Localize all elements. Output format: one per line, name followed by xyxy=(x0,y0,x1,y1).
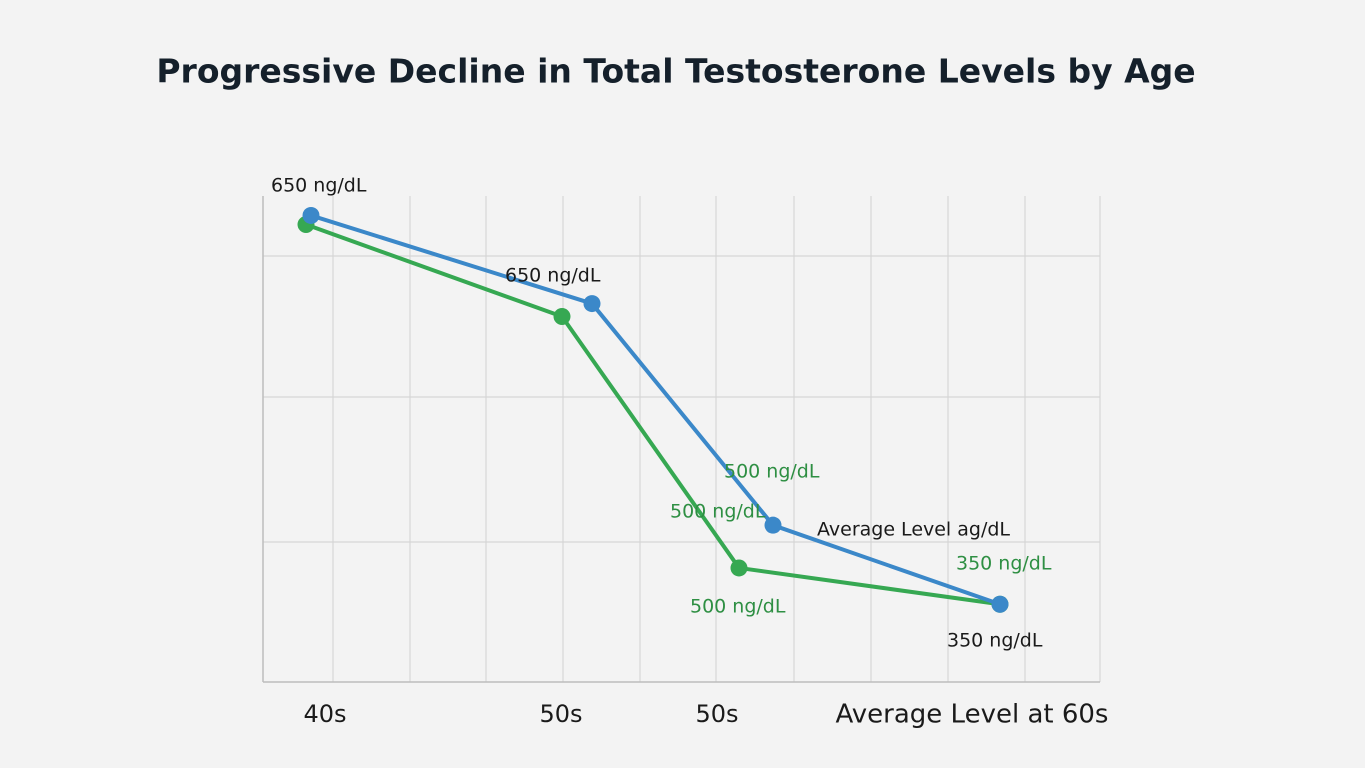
data-point xyxy=(991,595,1009,613)
x-tick-label: 50s xyxy=(695,700,738,728)
chart-title: Progressive Decline in Total Testosteron… xyxy=(156,52,1195,91)
data-point xyxy=(302,206,320,224)
annotation: 350 ng/dL xyxy=(956,553,1052,575)
annotation: Average Level ag/dL xyxy=(817,519,1010,541)
annotation: 500 ng/dL xyxy=(670,501,766,523)
x-tick-label: 40s xyxy=(303,700,346,728)
series-line xyxy=(305,222,1001,607)
data-point xyxy=(553,308,571,326)
series-line xyxy=(310,213,1001,607)
data-point xyxy=(583,295,601,313)
data-point xyxy=(764,516,782,534)
x-tick-label: Average Level at 60s xyxy=(836,700,1109,730)
annotation: 650 ng/dL xyxy=(505,265,601,287)
grid xyxy=(263,196,1101,682)
x-tick-label: 50s xyxy=(539,700,582,728)
annotation: 350 ng/dL xyxy=(947,630,1043,652)
annotation: 650 ng/dL xyxy=(271,175,367,197)
data-point xyxy=(730,559,748,577)
annotation: 500 ng/dL xyxy=(690,596,786,618)
annotation: 500 ng/dL xyxy=(724,461,820,483)
